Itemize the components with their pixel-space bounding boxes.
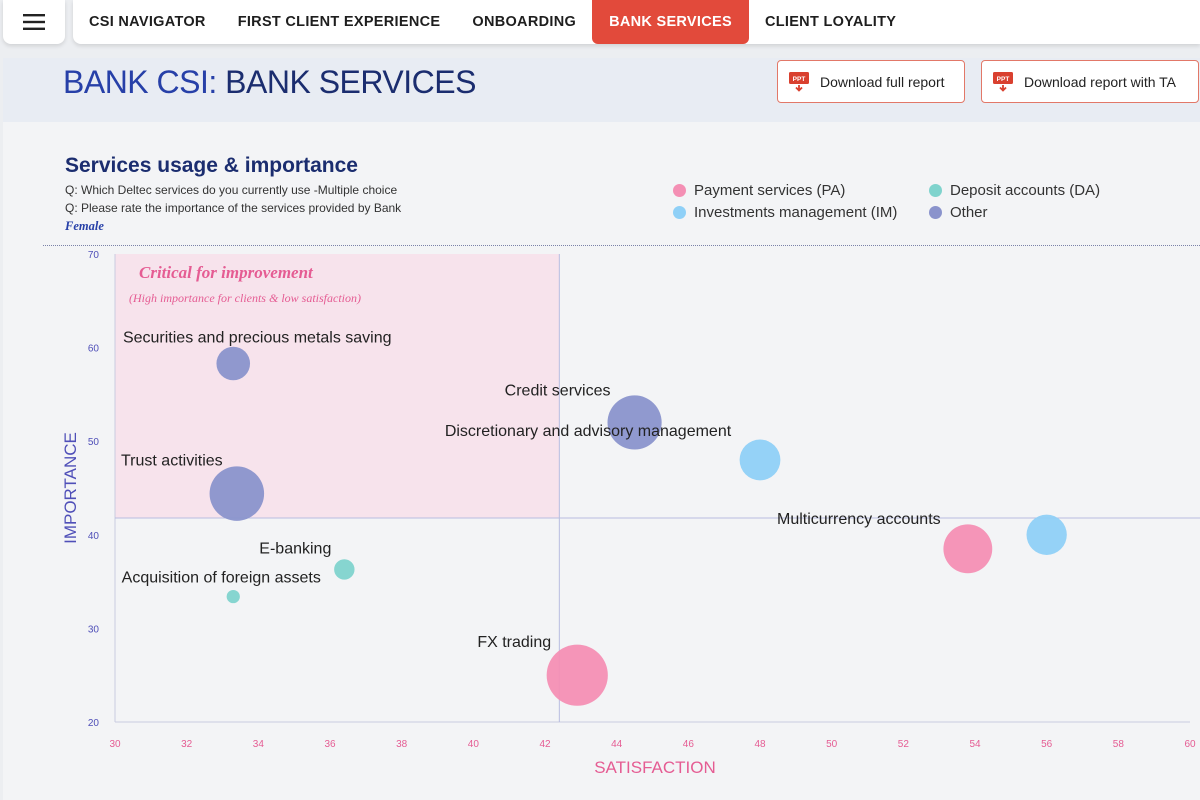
question-importance: Q: Please rate the importance of the ser… — [65, 201, 402, 215]
page-title-main: BANK SERVICES — [216, 64, 476, 100]
bubble-other — [216, 346, 251, 381]
x-tick-label: 38 — [396, 739, 408, 750]
bubble-other — [209, 466, 265, 521]
download-report-with-ta-label: Download report with TA — [1024, 73, 1176, 90]
bubble-deposit — [334, 559, 355, 580]
critical-region-sublabel: (High importance for clients & low satis… — [129, 291, 361, 305]
tab-client-loyality[interactable]: CLIENT LOYALITY — [764, 14, 897, 30]
main-tabs: CSI NAVIGATOR FIRST CLIENT EXPERIENCE ON… — [73, 0, 1200, 44]
legend-item-deposit[interactable]: Deposit accounts (DA) — [929, 182, 1100, 199]
x-tick-label: 40 — [468, 739, 480, 750]
hamburger-menu-icon — [23, 14, 45, 30]
x-tick-label: 48 — [754, 739, 766, 750]
filter-label: Female — [65, 219, 104, 233]
bubble-label: E-banking — [259, 540, 331, 557]
critical-region — [115, 254, 560, 518]
x-tick-label: 36 — [324, 739, 336, 750]
legend-item-other[interactable]: Other — [929, 204, 1100, 221]
download-full-report-label: Download full report — [820, 73, 945, 90]
bubble-payment — [546, 644, 608, 706]
y-tick-label: 50 — [88, 437, 100, 448]
bubble-deposit — [226, 589, 240, 604]
x-tick-label: 52 — [898, 739, 910, 750]
tab-bank-services[interactable]: BANK SERVICES — [592, 0, 749, 44]
x-tick-label: 42 — [539, 739, 551, 750]
legend-dot-investments — [673, 206, 686, 219]
legend-label-payment: Payment services (PA) — [694, 182, 846, 199]
page-title-prefix: BANK CSI: — [63, 64, 217, 100]
bubble-investments — [739, 439, 781, 481]
ppt-icon-text: PPT — [997, 76, 1010, 83]
x-tick-label: 30 — [109, 739, 121, 750]
bubble-label: Securities and precious metals saving — [123, 330, 392, 347]
tab-first-client-experience[interactable]: FIRST CLIENT EXPERIENCE — [237, 14, 441, 30]
x-tick-label: 56 — [1041, 739, 1053, 750]
page-header: BANK CSI: BANK SERVICES PPT Download ful… — [3, 58, 1200, 122]
legend-item-investments[interactable]: Investments management (IM) — [673, 204, 897, 221]
section-title: Services usage & importance — [65, 154, 358, 177]
bubble-label: Trust activities — [121, 453, 223, 470]
tab-onboarding[interactable]: ONBOARDING — [472, 14, 577, 30]
bubble-label: Discretionary and advisory management — [445, 423, 732, 440]
legend-label-investments: Investments management (IM) — [694, 204, 898, 221]
download-full-report-button[interactable]: PPT Download full report — [777, 60, 965, 103]
bubble-label: FX trading — [477, 634, 551, 651]
bubble-payment — [943, 524, 993, 574]
y-tick-label: 30 — [88, 624, 100, 635]
section-divider — [43, 245, 1200, 246]
bubble-investments — [1026, 514, 1067, 555]
x-tick-label: 46 — [683, 739, 695, 750]
ppt-file-icon: PPT — [789, 71, 809, 92]
x-tick-label: 60 — [1184, 739, 1196, 750]
ppt-icon-text: PPT — [793, 76, 806, 83]
bubble-label: Multicurrency accounts — [777, 511, 941, 528]
bubble-other — [607, 395, 662, 450]
legend-dot-other — [929, 206, 942, 219]
bubble-label: Credit services — [505, 382, 611, 399]
legend-column-1: Payment services (PA) Investments manage… — [673, 182, 897, 221]
y-tick-label: 20 — [88, 718, 100, 729]
legend-label-other: Other — [950, 204, 988, 221]
question-usage: Q: Which Deltec services do you currentl… — [65, 183, 398, 197]
legend-dot-payment — [673, 184, 686, 197]
x-tick-label: 58 — [1113, 739, 1125, 750]
top-navigation-bar: CSI NAVIGATOR FIRST CLIENT EXPERIENCE ON… — [0, 0, 1200, 58]
page-title: BANK CSI: BANK SERVICES — [63, 64, 476, 101]
legend-item-payment[interactable]: Payment services (PA) — [673, 182, 897, 199]
x-tick-label: 44 — [611, 739, 623, 750]
y-axis-label: IMPORTANCE — [61, 432, 80, 544]
menu-button[interactable] — [3, 0, 65, 44]
x-axis-label: SATISFACTION — [594, 758, 716, 777]
ppt-file-icon: PPT — [993, 71, 1013, 92]
bubble-label: Acquisition of foreign assets — [122, 570, 321, 587]
y-tick-label: 70 — [88, 250, 100, 261]
x-tick-label: 32 — [181, 739, 193, 750]
legend-dot-deposit — [929, 184, 942, 197]
y-tick-label: 40 — [88, 531, 100, 542]
download-report-with-ta-button[interactable]: PPT Download report with TA — [981, 60, 1199, 103]
legend-label-deposit: Deposit accounts (DA) — [950, 182, 1101, 199]
x-tick-label: 34 — [253, 739, 265, 750]
x-tick-label: 50 — [826, 739, 838, 750]
tab-csi-navigator[interactable]: CSI NAVIGATOR — [89, 14, 206, 30]
y-tick-label: 60 — [88, 344, 100, 355]
legend-column-2: Deposit accounts (DA) Other — [929, 182, 1100, 221]
x-tick-label: 54 — [969, 739, 981, 750]
critical-region-label: Critical for improvement — [139, 263, 314, 282]
